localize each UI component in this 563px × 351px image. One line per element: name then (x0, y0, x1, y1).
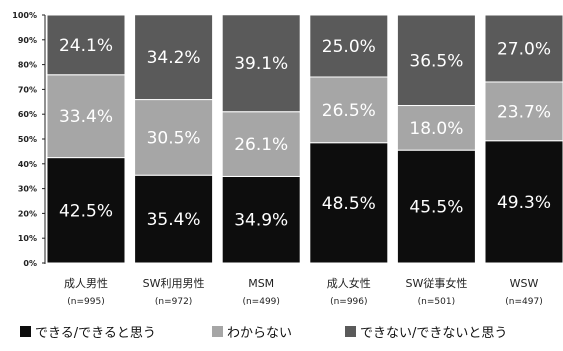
y-tick-label: 10% (18, 234, 37, 243)
bar-value-label: 27.0% (497, 39, 551, 59)
x-category-sublabel: (n=996) (330, 297, 367, 307)
bar-value-label: 25.0% (322, 37, 376, 57)
bar-segment (221, 14, 301, 113)
bar-value-label: 48.5% (322, 194, 376, 214)
bar-value-label: 49.3% (497, 193, 551, 213)
y-tick-label: 70% (18, 85, 37, 94)
bar-value-label: 23.7% (497, 102, 551, 122)
y-tick-label: 20% (18, 209, 37, 218)
bar-value-label: 34.9% (234, 211, 288, 231)
bar-segment (309, 76, 389, 144)
bar-value-label: 24.1% (59, 36, 113, 56)
bar-segment (309, 142, 389, 264)
bar-value-label: 42.5% (59, 201, 113, 221)
bar-value-label: 18.0% (409, 119, 463, 139)
y-tick-label: 40% (18, 160, 37, 169)
bar-segment (46, 74, 126, 159)
bar-value-label: 39.1% (234, 54, 288, 74)
y-tick-label: 100% (12, 11, 37, 20)
bar-value-label: 35.4% (147, 210, 201, 230)
y-tick-label: 60% (18, 110, 37, 119)
bar-segment (221, 111, 301, 177)
bar-value-label: 26.1% (234, 135, 288, 155)
bar-segment (134, 174, 214, 264)
y-tick-label: 30% (18, 185, 37, 194)
bar-value-label: 34.2% (147, 48, 201, 68)
bar-segment (309, 14, 389, 78)
x-category-label: WSW (510, 277, 539, 290)
bar-segment (134, 14, 214, 101)
x-category-sublabel: (n=499) (242, 297, 279, 307)
x-category-sublabel: (n=501) (418, 297, 455, 307)
x-category-label: SW従事女性 (405, 276, 467, 290)
bar-segment (396, 14, 476, 107)
bar-segment (484, 14, 563, 83)
bar-segment (46, 14, 126, 76)
legend-swatch (20, 326, 31, 337)
legend-swatch (345, 326, 356, 337)
x-category-sublabel: (n=497) (505, 297, 542, 307)
x-category-label: 成人女性 (327, 276, 371, 290)
bar-value-label: 36.5% (409, 51, 463, 71)
legend-label: できる/できると思う (35, 326, 156, 341)
legend-label: わからない (227, 326, 292, 341)
bar-segment (134, 99, 214, 176)
x-category-label: MSM (248, 277, 274, 290)
y-tick-label: 50% (18, 135, 37, 144)
bar-value-label: 30.5% (147, 128, 201, 148)
y-tick-label: 0% (23, 259, 37, 268)
x-category-label: 成人男性 (64, 276, 108, 290)
bar-segment (396, 105, 476, 151)
legend-swatch (212, 326, 223, 337)
x-category-sublabel: (n=995) (67, 297, 104, 307)
bar-value-label: 45.5% (409, 198, 463, 218)
legend-label: できない/できないと思う (360, 326, 507, 341)
x-category-label: SW利用男性 (143, 276, 205, 290)
bar-segment (46, 157, 126, 264)
y-tick-label: 90% (18, 36, 37, 45)
x-category-sublabel: (n=972) (155, 297, 192, 307)
y-tick-label: 80% (18, 61, 37, 70)
bar-value-label: 33.4% (59, 107, 113, 127)
bar-value-label: 26.5% (322, 101, 376, 121)
bar-segment (396, 149, 476, 264)
